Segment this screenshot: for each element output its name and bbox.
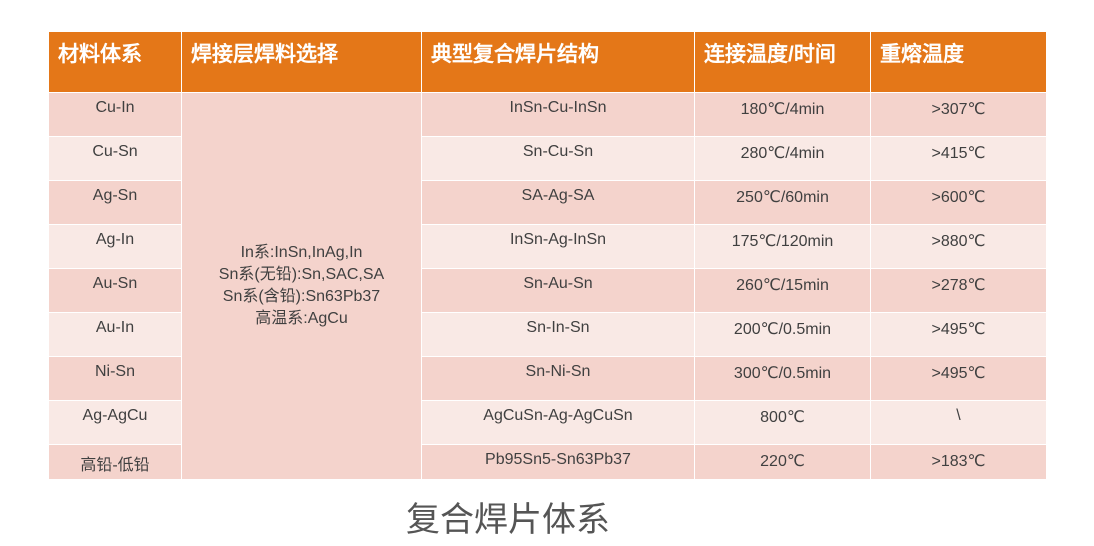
cell-remelt-temp: >307℃ bbox=[870, 92, 1047, 137]
cell-structure: Sn-In-Sn bbox=[421, 312, 695, 357]
cell-material-system: Ni-Sn bbox=[48, 356, 182, 401]
table-row: Ag-In InSn-Ag-InSn 175℃/120min >880℃ bbox=[48, 224, 1047, 269]
solder-selection-line: Sn系(含铅):Sn63Pb37 bbox=[222, 288, 381, 305]
solder-selection-line: Sn系(无铅):Sn,SAC,SA bbox=[218, 266, 385, 283]
cell-structure: SA-Ag-SA bbox=[421, 180, 695, 225]
solder-selection-line: In系:InSn,InAg,In bbox=[240, 244, 363, 261]
cell-remelt-temp: \ bbox=[870, 400, 1047, 445]
cell-material-system: Ag-AgCu bbox=[48, 400, 182, 445]
cell-remelt-temp: >415℃ bbox=[870, 136, 1047, 181]
table-row: Cu-In In系:InSn,InAg,In Sn系(无铅):Sn,SAC,SA Sn… bbox=[48, 92, 1047, 480]
header-joining-temp-time: 连接温度/时间 bbox=[694, 31, 871, 93]
composite-solder-table: 材料体系 焊接层焊料选择 典型复合焊片结构 连接温度/时间 重熔温度 Cu-In… bbox=[48, 31, 1047, 480]
cell-joining-temp-time: 175℃/120min bbox=[694, 224, 871, 269]
cell-material-system: 高铅-低铅 bbox=[48, 444, 182, 480]
solder-selection-line: 高温系:AgCu bbox=[255, 310, 348, 327]
cell-material-system: Ag-In bbox=[48, 224, 182, 269]
cell-structure: Sn-Au-Sn bbox=[421, 268, 695, 313]
cell-structure: Sn-Cu-Sn bbox=[421, 136, 695, 181]
table-row: Ag-Sn SA-Ag-SA 250℃/60min >600℃ bbox=[48, 180, 1047, 225]
header-structure: 典型复合焊片结构 bbox=[421, 31, 695, 93]
cell-joining-temp-time: 800℃ bbox=[694, 400, 871, 445]
cell-joining-temp-time: 220℃ bbox=[694, 444, 871, 480]
table-row: Au-In Sn-In-Sn 200℃/0.5min >495℃ bbox=[48, 312, 1047, 357]
cell-joining-temp-time: 250℃/60min bbox=[694, 180, 871, 225]
cell-solder-selection: In系:InSn,InAg,In Sn系(无铅):Sn,SAC,SA Sn系(含铅)… bbox=[181, 92, 422, 480]
header-solder-selection: 焊接层焊料选择 bbox=[181, 31, 422, 93]
cell-remelt-temp: >183℃ bbox=[870, 444, 1047, 480]
cell-structure: Pb95Sn5-Sn63Pb37 bbox=[421, 444, 695, 480]
cell-joining-temp-time: 280℃/4min bbox=[694, 136, 871, 181]
cell-joining-temp-time: 300℃/0.5min bbox=[694, 356, 871, 401]
table-row: Cu-Sn Sn-Cu-Sn 280℃/4min >415℃ bbox=[48, 136, 1047, 181]
cell-remelt-temp: >495℃ bbox=[870, 356, 1047, 401]
cell-material-system: Cu-Sn bbox=[48, 136, 182, 181]
cell-joining-temp-time: 200℃/0.5min bbox=[694, 312, 871, 357]
figure-caption: 复合焊片体系 bbox=[406, 501, 610, 539]
cell-material-system: Au-In bbox=[48, 312, 182, 357]
cell-remelt-temp: >880℃ bbox=[870, 224, 1047, 269]
cell-structure: InSn-Cu-InSn bbox=[421, 92, 695, 137]
header-material-system: 材料体系 bbox=[48, 31, 182, 93]
cell-structure: InSn-Ag-InSn bbox=[421, 224, 695, 269]
table-row: Ni-Sn Sn-Ni-Sn 300℃/0.5min >495℃ bbox=[48, 356, 1047, 401]
table-row: Ag-AgCu AgCuSn-Ag-AgCuSn 800℃ \ bbox=[48, 400, 1047, 445]
table-row: 高铅-低铅 Pb95Sn5-Sn63Pb37 220℃ >183℃ bbox=[48, 444, 1047, 480]
cell-material-system: Au-Sn bbox=[48, 268, 182, 313]
cell-structure: Sn-Ni-Sn bbox=[421, 356, 695, 401]
cell-structure: AgCuSn-Ag-AgCuSn bbox=[421, 400, 695, 445]
cell-joining-temp-time: 260℃/15min bbox=[694, 268, 871, 313]
cell-remelt-temp: >600℃ bbox=[870, 180, 1047, 225]
header-row: 材料体系 焊接层焊料选择 典型复合焊片结构 连接温度/时间 重熔温度 bbox=[48, 31, 1047, 93]
cell-material-system: Ag-Sn bbox=[48, 180, 182, 225]
cell-material-system: Cu-In bbox=[48, 92, 182, 137]
cell-remelt-temp: >495℃ bbox=[870, 312, 1047, 357]
table-row: Au-Sn Sn-Au-Sn 260℃/15min >278℃ bbox=[48, 268, 1047, 313]
header-remelt-temp: 重熔温度 bbox=[870, 31, 1047, 93]
cell-joining-temp-time: 180℃/4min bbox=[694, 92, 871, 137]
cell-remelt-temp: >278℃ bbox=[870, 268, 1047, 313]
